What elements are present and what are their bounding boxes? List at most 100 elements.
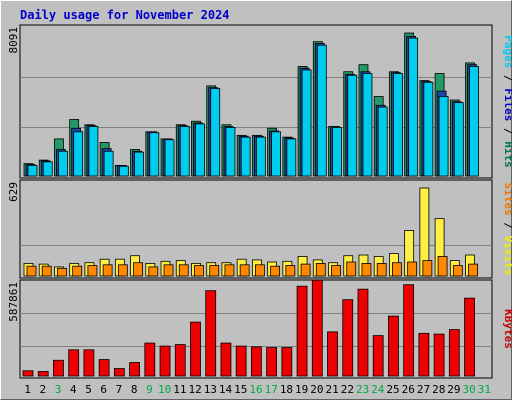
bar-kbytes-day-9	[144, 342, 156, 377]
bar-pages-day-3	[58, 150, 68, 177]
bar-kbytes-day-13	[205, 290, 217, 377]
x-tick-label: 13	[204, 383, 217, 396]
series-legend-label: Sites / Visits	[502, 183, 512, 276]
bar-pages-day-6	[103, 150, 114, 177]
bar-sites-day-5	[87, 265, 98, 277]
bar-sites-day-27	[422, 260, 433, 277]
bar-sites-day-26	[407, 261, 418, 277]
x-tick-label: 31	[478, 383, 491, 396]
bar-pages-day-22	[347, 74, 358, 177]
series-legend-label: Pages / Files / Hits	[502, 35, 512, 168]
bar-pages-day-29	[453, 102, 464, 177]
bar-pages-day-1	[27, 164, 38, 177]
bar-kbytes-day-30	[464, 297, 475, 377]
legend-part: KBytes	[502, 309, 512, 349]
x-tick-label: 11	[173, 383, 186, 396]
bar-pages-day-20	[316, 44, 327, 177]
x-tick-label: 27	[417, 383, 430, 396]
bar-pages-day-12	[195, 123, 205, 177]
bar-pages-day-18	[286, 138, 297, 177]
x-tick-label: 8	[131, 383, 138, 396]
bar-pages-day-4	[73, 131, 84, 177]
bar-kbytes-day-22	[342, 299, 354, 377]
bar-kbytes-day-26	[403, 284, 415, 377]
bar-pages-day-28	[438, 96, 449, 177]
bar-sites-day-28	[437, 256, 448, 277]
legend-part: Pages	[502, 35, 512, 68]
bar-pages-day-25	[393, 73, 403, 177]
bar-pages-day-7	[118, 165, 129, 177]
x-tick-label: 5	[85, 383, 92, 396]
bar-sites-day-7	[117, 264, 128, 277]
x-axis-tick-labels: 1 2 3 4 5 6 7 8 9 10 11 12 13 14 15 16 17 18 19 20 21 22 23 24 2…	[24, 383, 491, 396]
legend-part: Visits	[502, 236, 512, 276]
bar-pages-day-21	[332, 126, 342, 177]
bar-kbytes-day-5	[83, 349, 95, 377]
bar-kbytes-day-15	[235, 345, 247, 377]
bar-sites-day-1	[26, 265, 37, 277]
x-tick-label: 16	[249, 383, 262, 396]
bar-kbytes-day-23	[357, 288, 369, 377]
bar-pages-day-11	[179, 126, 190, 177]
x-tick-label: 17	[265, 383, 278, 396]
bar-sites-day-3	[57, 267, 67, 277]
bar-kbytes-day-27	[418, 332, 430, 377]
bar-pages-day-30	[469, 66, 479, 177]
x-tick-label: 2	[40, 383, 47, 396]
x-tick-label: 4	[70, 383, 77, 396]
bar-sites-day-16	[254, 264, 265, 277]
x-tick-label: 30	[463, 383, 476, 396]
bar-sites-day-11	[178, 264, 189, 277]
bar-kbytes-day-2	[37, 371, 49, 377]
bar-pages-day-14	[225, 126, 236, 177]
bar-kbytes-day-20	[311, 279, 323, 377]
bar-kbytes-day-3	[53, 359, 64, 377]
bar-sites-day-29	[452, 265, 463, 277]
legend-part: /	[502, 121, 512, 141]
bar-pages-day-16	[255, 136, 266, 177]
bar-pages-day-19	[301, 69, 312, 177]
chart-panels: 8091 Pages / Files / Hits 629 Sites / Visit…	[7, 24, 512, 379]
series-legend-label: KBytes	[502, 309, 512, 349]
bar-kbytes-day-17	[266, 347, 278, 377]
bar-pages-day-23	[362, 73, 373, 177]
x-tick-label: 18	[280, 383, 293, 396]
bar-kbytes-day-25	[388, 315, 399, 377]
bar-pages-day-13	[210, 88, 221, 177]
bar-kbytes-day-7	[113, 368, 125, 377]
y-max-label: 587861	[7, 282, 20, 322]
legend-part: /	[502, 216, 512, 236]
bar-kbytes-day-11	[174, 344, 186, 377]
legend-part: Hits	[502, 141, 512, 168]
x-tick-label: 21	[326, 383, 339, 396]
panel-kbytes: 587861 KBytes	[7, 279, 512, 379]
bar-sites-day-17	[270, 265, 281, 277]
legend-part: Files	[502, 88, 512, 121]
bar-kbytes-day-29	[448, 329, 460, 377]
bar-sites-day-22	[346, 261, 357, 277]
x-tick-label: 19	[295, 383, 308, 396]
bar-pages-day-26	[408, 37, 419, 177]
bar-sites-day-2	[41, 265, 52, 277]
bar-sites-day-8	[133, 262, 143, 277]
bar-kbytes-day-12	[190, 321, 201, 377]
bar-kbytes-day-19	[296, 285, 308, 377]
bar-sites-day-13	[209, 265, 220, 277]
bar-sites-day-4	[72, 265, 83, 277]
bar-pages-day-27	[423, 81, 434, 177]
bar-sites-day-19	[300, 263, 311, 277]
y-max-label: 8091	[7, 27, 20, 54]
bar-pages-day-17	[271, 131, 282, 177]
x-tick-label: 23	[356, 383, 369, 396]
x-tick-label: 1	[24, 383, 31, 396]
bar-pages-day-10	[164, 139, 175, 177]
x-tick-label: 29	[447, 383, 460, 396]
x-tick-label: 10	[158, 383, 171, 396]
bar-kbytes-day-21	[327, 331, 338, 377]
bar-sites-day-10	[163, 264, 174, 277]
bar-sites-day-20	[315, 263, 326, 277]
bar-kbytes-day-4	[68, 349, 80, 377]
legend-part: /	[502, 68, 512, 88]
x-tick-label: 14	[219, 383, 233, 396]
